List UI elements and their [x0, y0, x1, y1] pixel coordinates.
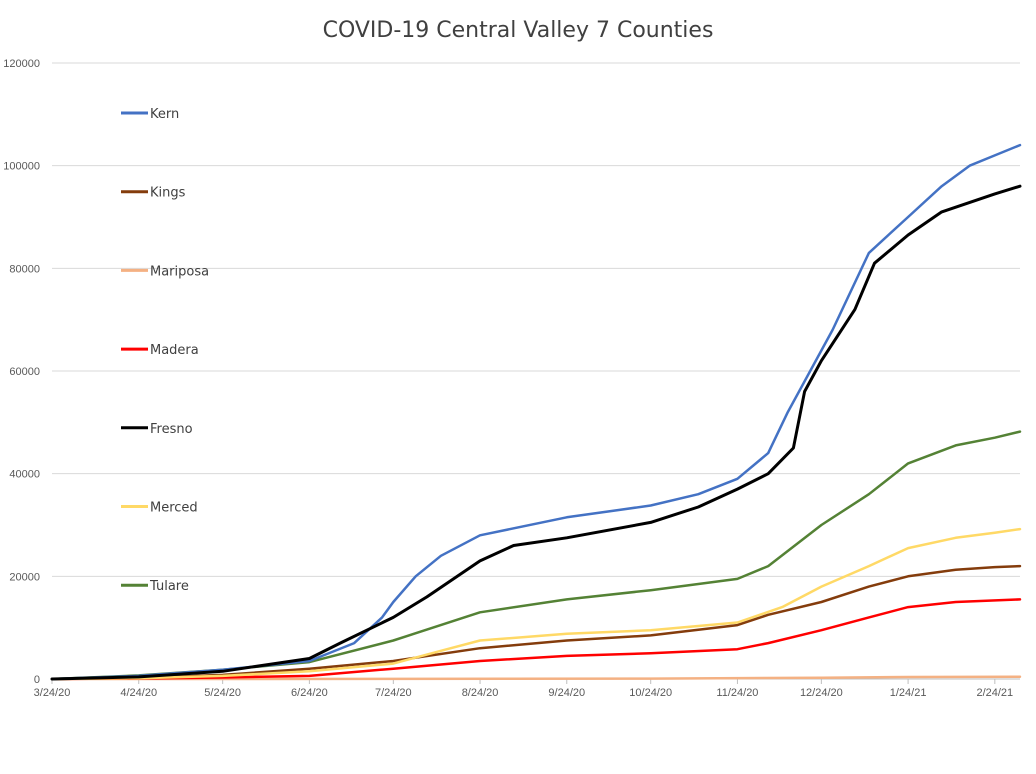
legend-label-mariposa: Mariposa: [150, 264, 209, 279]
x-tick-label: 9/24/20: [548, 687, 585, 699]
x-tick-label: 3/24/20: [34, 687, 71, 699]
series-line-tulare: [50, 430, 1022, 681]
x-tick-label: 10/24/20: [629, 687, 672, 699]
x-tick-label: 6/24/20: [291, 687, 328, 699]
x-tick-label: 7/24/20: [375, 687, 412, 699]
y-tick-label: 40000: [9, 469, 40, 481]
y-tick-label: 0: [34, 674, 40, 686]
x-axis-ticks: 3/24/20 4/24/20 5/24/20 6/24/20 7/24/20 8/24/…: [34, 679, 1013, 699]
x-tick-label: 2/24/21: [976, 687, 1013, 699]
legend-label-tulare: Tulare: [149, 579, 189, 594]
series-line-kern: [50, 143, 1022, 681]
x-tick-label: 12/24/20: [800, 687, 843, 699]
y-tick-label: 60000: [9, 366, 40, 378]
legend-label-kern: Kern: [150, 107, 179, 122]
x-tick-label: 5/24/20: [204, 687, 241, 699]
y-tick-label: 100000: [3, 161, 40, 173]
legend: Kern Kings Mariposa Madera Fresno Merced Tular…: [121, 107, 209, 594]
legend-label-madera: Madera: [150, 343, 199, 358]
gridlines: [52, 62, 1020, 680]
legend-label-kings: Kings: [150, 186, 186, 201]
series-lines: [50, 143, 1022, 681]
x-tick-label: 1/24/21: [890, 687, 927, 699]
chart-title: COVID-19 Central Valley 7 Counties: [323, 18, 714, 43]
series-line-merced: [50, 527, 1022, 681]
y-tick-label: 80000: [9, 263, 40, 275]
y-tick-label: 120000: [3, 58, 40, 70]
series-line-fresno: [50, 184, 1022, 681]
x-tick-label: 4/24/20: [120, 687, 157, 699]
series-line-madera: [50, 598, 1022, 681]
series-line-kings: [50, 564, 1022, 681]
legend-label-merced: Merced: [150, 501, 198, 516]
series-line-mariposa: [50, 675, 1022, 681]
y-axis-ticks: 0 20000 40000 60000 80000 100000 120000: [3, 58, 40, 686]
legend-label-fresno: Fresno: [150, 422, 193, 437]
x-tick-label: 8/24/20: [462, 687, 499, 699]
x-tick-label: 11/24/20: [716, 687, 758, 699]
y-tick-label: 20000: [9, 571, 40, 583]
